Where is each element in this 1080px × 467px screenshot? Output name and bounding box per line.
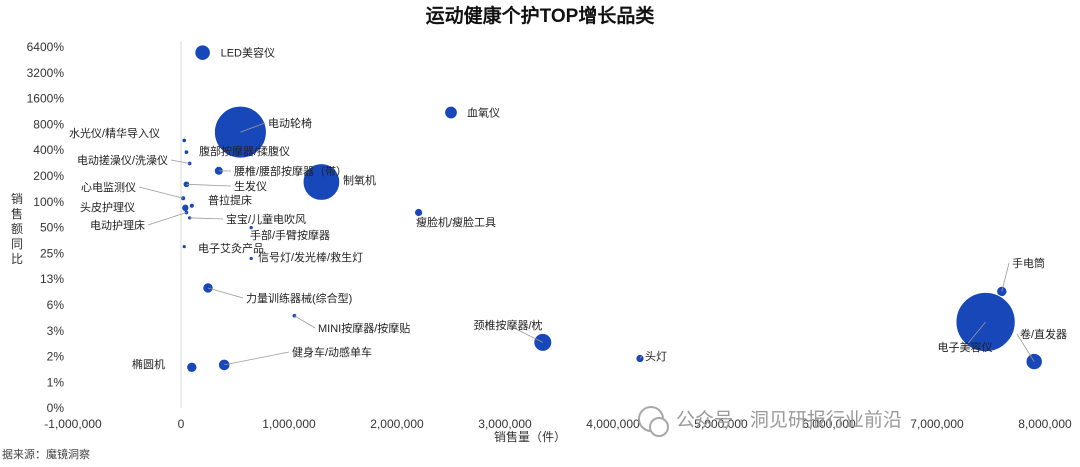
watermark-text: 公众号 · 洞见研报行业前沿 bbox=[676, 409, 902, 431]
bubble bbox=[302, 163, 341, 201]
leader-line bbox=[138, 186, 184, 199]
y-axis-title-char: 售 bbox=[11, 206, 23, 221]
leader-line bbox=[507, 324, 543, 343]
bubble-label: 腰椎/腰部按摩器（带） bbox=[234, 164, 347, 178]
bubble-label: 手电筒 bbox=[1012, 256, 1045, 270]
leader-line bbox=[964, 321, 986, 348]
bubble-label: 手部/手臂按摩器 bbox=[250, 228, 330, 242]
leader-line bbox=[147, 212, 187, 226]
x-tick-label: 3,000,000 bbox=[478, 417, 532, 431]
bubble-label: 水光仪/精华导入仪 bbox=[69, 126, 160, 140]
bubble-label: 头灯 bbox=[645, 350, 667, 363]
leader-line bbox=[240, 122, 266, 133]
axes: 0% 1% 2% 3% 6% 13% 25% 50% 100% 200% 400% 800% 1600%… bbox=[27, 40, 1072, 431]
leader-line bbox=[207, 287, 244, 299]
bubble bbox=[444, 105, 458, 120]
x-tick-label: -1,000,000 bbox=[44, 417, 102, 431]
y-tick-label: 50% bbox=[40, 221, 64, 235]
wechat-icon bbox=[638, 406, 669, 437]
y-tick-label: 25% bbox=[40, 246, 64, 260]
x-tick-label: 7,000,000 bbox=[910, 417, 964, 431]
y-axis-title-char: 比 bbox=[11, 252, 23, 266]
y-tick-label: 800% bbox=[33, 117, 64, 131]
y-axis-title-char: 销 bbox=[11, 192, 23, 206]
watermark: 公众号 · 洞见研报行业前沿 bbox=[638, 406, 902, 437]
bubble-label: 电动搓澡仪/洗澡仪 bbox=[77, 153, 168, 167]
bubble bbox=[187, 161, 192, 166]
y-tick-label: 400% bbox=[33, 143, 64, 157]
bubble-label: 生发仪 bbox=[234, 179, 267, 193]
x-tick-label: 5,000,000 bbox=[694, 417, 748, 431]
bubble-label: 卷/直发器 bbox=[1020, 327, 1067, 341]
bubble-label: 电子美容仪 bbox=[938, 340, 993, 354]
x-tick-label: 8,000,000 bbox=[1018, 417, 1072, 431]
bubble bbox=[249, 256, 253, 261]
chart-title: 运动健康个护TOP增长品类 bbox=[426, 4, 655, 27]
bubble-labels: LED美容仪血氧仪电动轮椅水光仪/精华导入仪腹部按摩器/揉腹仪电动搓澡仪/洗澡仪… bbox=[69, 46, 1067, 371]
bubble-label: 电动护理床 bbox=[90, 218, 145, 232]
bubble-label: 头皮护理仪 bbox=[80, 200, 135, 214]
bubble bbox=[184, 150, 189, 154]
bubble-label: 宝宝/儿童电吹风 bbox=[226, 212, 306, 226]
x-tick-label: 6,000,000 bbox=[802, 417, 856, 431]
leader-line bbox=[224, 351, 290, 366]
x-tick-label: 1,000,000 bbox=[262, 417, 316, 431]
bubble-label: 血氧仪 bbox=[467, 106, 500, 120]
x-axis-title: 销售量（件） bbox=[494, 429, 566, 444]
leader-line bbox=[1001, 262, 1010, 292]
leader-line bbox=[1016, 333, 1035, 362]
bubble-label: 电子艾灸产品 bbox=[198, 241, 264, 255]
bubble-label: 椭圆机 bbox=[132, 357, 165, 371]
bubble bbox=[413, 207, 424, 218]
bubble bbox=[186, 361, 198, 374]
bubble bbox=[217, 358, 231, 372]
bubble-label: 瘦脸机/瘦脸工具 bbox=[416, 215, 496, 229]
bubbles bbox=[181, 44, 1043, 374]
bubble-label: 力量训练器械(综合型) bbox=[246, 291, 352, 305]
y-tick-label: 0% bbox=[47, 401, 65, 415]
x-tick-label: 0 bbox=[178, 417, 185, 431]
leader-line bbox=[189, 217, 224, 220]
bubble bbox=[249, 225, 253, 230]
bubble-label: 制氧机 bbox=[343, 173, 376, 187]
bubble bbox=[182, 204, 189, 212]
y-tick-label: 1600% bbox=[27, 92, 65, 106]
y-tick-label: 2% bbox=[47, 350, 65, 364]
bubble-label: 腹部按摩器/揉腹仪 bbox=[199, 144, 290, 158]
data-source: 据来源：魔镜洞察 bbox=[2, 447, 90, 461]
bubble-label: 颈椎按摩器/枕 bbox=[473, 318, 542, 332]
y-tick-label: 1% bbox=[47, 375, 65, 389]
leader-line bbox=[639, 355, 643, 359]
x-tick-label: 2,000,000 bbox=[370, 417, 424, 431]
bubble bbox=[189, 203, 194, 208]
bubble-label: MINI按摩器/按摩贴 bbox=[318, 321, 410, 335]
y-tick-label: 13% bbox=[40, 272, 64, 286]
bubble bbox=[182, 138, 187, 143]
bubble-label: 普拉提床 bbox=[208, 193, 252, 207]
leader-line bbox=[170, 159, 190, 164]
y-tick-label: 200% bbox=[33, 169, 64, 183]
y-tick-label: 6400% bbox=[27, 40, 65, 54]
bubble-label: 信号灯/发光棒/救生灯 bbox=[258, 250, 363, 264]
y-tick-label: 3% bbox=[47, 324, 65, 338]
bubble-label: 电动轮椅 bbox=[268, 116, 312, 130]
x-tick-label: 4,000,000 bbox=[586, 417, 640, 431]
bubble-label: 健身车/动感单车 bbox=[292, 345, 372, 359]
leader-line bbox=[186, 183, 232, 187]
bubble bbox=[194, 44, 211, 61]
bubble-label: LED美容仪 bbox=[221, 46, 275, 60]
leader-line bbox=[294, 315, 316, 329]
y-tick-label: 100% bbox=[33, 195, 64, 209]
y-axis-title-char: 同 bbox=[11, 237, 23, 251]
bubble bbox=[182, 245, 186, 249]
y-tick-label: 6% bbox=[47, 298, 65, 312]
y-axis-title-char: 额 bbox=[11, 222, 23, 236]
bubble-label: 心电监测仪 bbox=[81, 181, 136, 194]
y-tick-label: 3200% bbox=[27, 66, 65, 80]
